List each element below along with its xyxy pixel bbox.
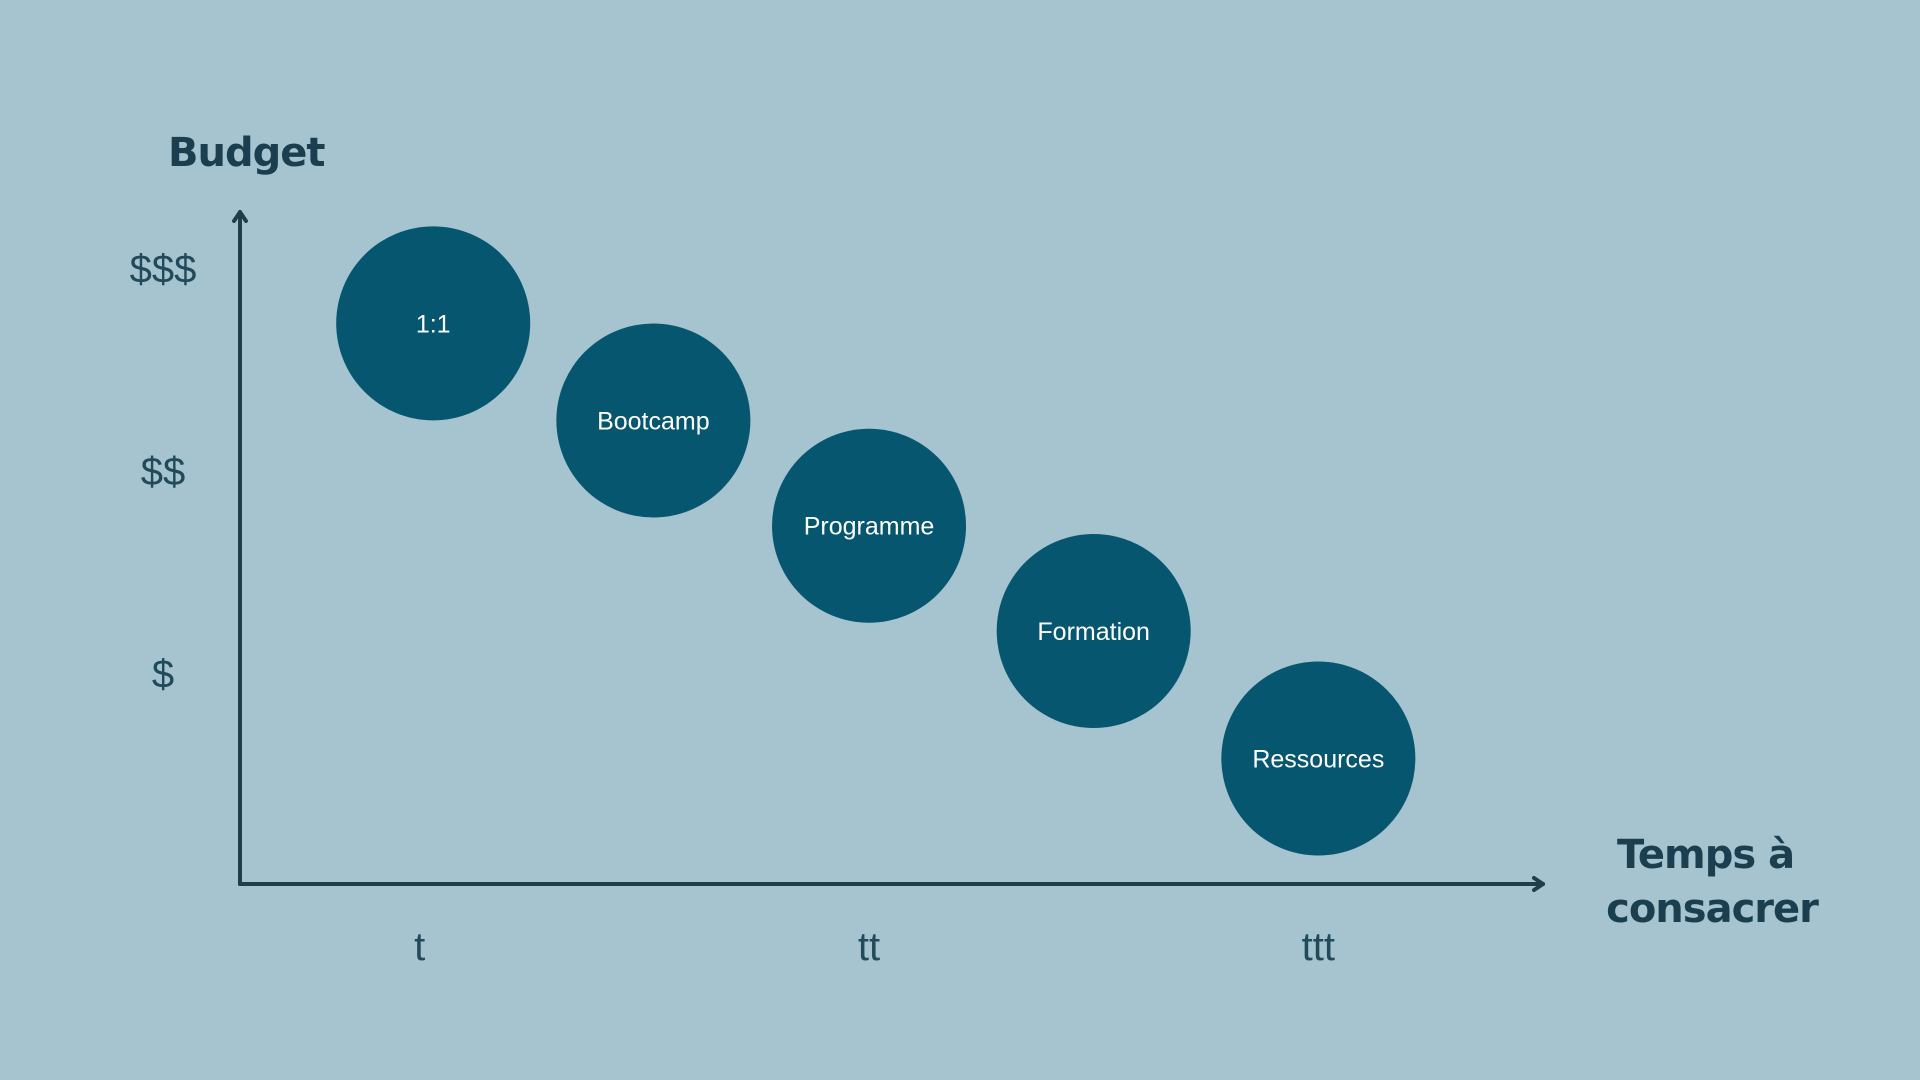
x-tick-label: t <box>414 925 425 969</box>
bubble-circle <box>556 323 751 518</box>
bubble-label: Ressources <box>1252 746 1384 774</box>
bubble-label: 1:1 <box>416 310 451 338</box>
x-tick-label: tt <box>858 925 880 969</box>
x-axis-arrowhead <box>1532 876 1545 892</box>
y-tick-label: $$$ <box>130 248 197 292</box>
x-axis-title-line-1: Temps à <box>1617 832 1794 878</box>
axes <box>232 210 1545 892</box>
bubble-circle <box>336 226 531 421</box>
y-tick-label: $$ <box>141 450 186 494</box>
bubble-point: 1:1 <box>336 226 531 421</box>
bubble-point: Programme <box>772 428 967 623</box>
bubbles: 1:1 Bootcamp Programme Formation Ressources <box>336 226 1416 856</box>
bubble-label: Formation <box>1037 618 1150 646</box>
x-axis-title: Temps à consacrer <box>1606 832 1819 932</box>
bubble-circle <box>996 533 1191 728</box>
bubble-point: Bootcamp <box>556 323 751 518</box>
bubble-label: Bootcamp <box>597 407 710 435</box>
y-axis-title: Budget <box>168 130 325 176</box>
y-tick-label: $ <box>152 652 174 696</box>
bubble-point: Formation <box>996 533 1191 728</box>
y-axis-arrowhead <box>232 210 248 223</box>
bubble-label: Programme <box>804 513 935 541</box>
x-tick-label: ttt <box>1302 925 1335 969</box>
bubble-circle <box>1221 661 1416 856</box>
bubble-point: Ressources <box>1221 661 1416 856</box>
x-axis-title-line-2: consacrer <box>1606 886 1819 932</box>
tick-labels: $$$$$$t tt ttt <box>130 248 1335 969</box>
bubble-circle <box>772 428 967 623</box>
